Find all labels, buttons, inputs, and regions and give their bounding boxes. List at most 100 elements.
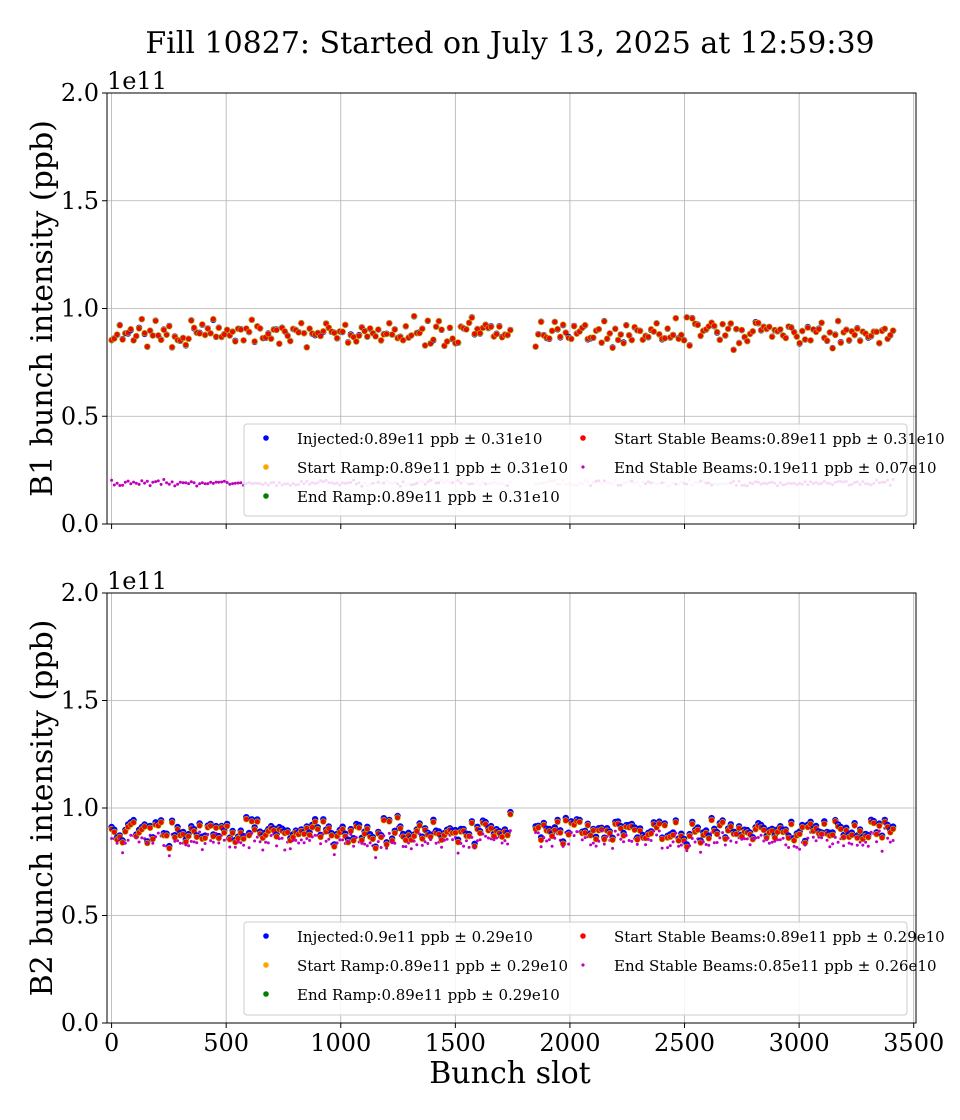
legend-marker-start-stable	[580, 933, 586, 939]
point-end-stable	[770, 840, 774, 844]
point-start-stable	[866, 835, 871, 840]
point-end-stable	[390, 841, 394, 845]
point-end-stable	[619, 837, 623, 841]
point-start-stable	[615, 337, 621, 343]
point-end-stable	[200, 481, 204, 485]
point-start-stable	[183, 839, 189, 845]
point-end-stable	[231, 482, 235, 486]
point-end-stable	[644, 843, 648, 847]
point-start-stable	[334, 335, 340, 341]
point-start-stable	[736, 825, 742, 831]
point-end-stable	[712, 841, 716, 845]
point-start-stable	[197, 331, 202, 336]
point-end-stable	[310, 835, 314, 839]
point-start-stable	[477, 830, 483, 836]
point-end-stable	[655, 833, 659, 837]
point-start-stable	[593, 836, 599, 842]
point-start-stable	[307, 832, 312, 838]
point-end-stable	[828, 845, 832, 849]
point-start-stable	[475, 326, 480, 332]
point-start-stable	[621, 833, 626, 838]
point-end-stable	[222, 838, 226, 842]
point-start-stable	[791, 838, 797, 843]
point-start-stable	[400, 337, 406, 343]
point-end-stable	[787, 846, 791, 849]
point-start-stable	[464, 327, 469, 332]
point-start-stable	[145, 344, 150, 349]
point-start-stable	[213, 825, 219, 831]
point-start-stable	[789, 821, 794, 827]
point-start-stable	[189, 318, 194, 323]
point-start-stable	[739, 834, 745, 839]
x-tick-label: 1500	[425, 1029, 486, 1057]
point-start-stable	[244, 816, 249, 822]
point-end-stable	[382, 834, 386, 838]
point-start-stable	[604, 336, 610, 342]
point-start-stable	[673, 820, 679, 825]
point-end-stable	[704, 843, 708, 846]
point-end-stable	[217, 841, 221, 845]
point-start-stable	[637, 328, 643, 334]
point-start-stable	[577, 819, 582, 825]
point-start-stable	[439, 327, 444, 332]
point-start-stable	[555, 819, 560, 825]
point-end-stable	[734, 840, 738, 844]
point-start-stable	[222, 830, 227, 835]
point-start-stable	[673, 315, 679, 321]
legend-marker-injected	[263, 435, 269, 441]
point-end-stable	[679, 843, 683, 847]
data-points	[108, 808, 897, 860]
point-start-stable	[362, 328, 367, 334]
point-start-stable	[249, 317, 255, 323]
point-start-stable	[610, 345, 615, 351]
legend-marker-injected	[263, 933, 269, 939]
point-start-stable	[618, 332, 624, 337]
point-end-stable	[134, 481, 138, 485]
point-start-stable	[216, 835, 222, 841]
point-end-stable	[740, 837, 744, 841]
point-start-stable	[180, 335, 186, 341]
point-end-stable	[784, 843, 788, 847]
point-start-stable	[808, 821, 813, 827]
point-end-stable	[745, 837, 749, 841]
point-end-stable	[484, 834, 488, 838]
point-end-stable	[668, 844, 672, 848]
point-end-stable	[445, 837, 449, 841]
point-end-stable	[861, 843, 865, 847]
point-end-stable	[847, 841, 851, 845]
point-start-stable	[384, 331, 389, 337]
legend-box	[243, 423, 908, 517]
point-end-stable	[360, 841, 364, 845]
point-end-stable	[129, 482, 133, 486]
point-start-stable	[147, 825, 153, 831]
point-end-stable	[302, 841, 306, 845]
point-start-stable	[378, 834, 384, 840]
point-end-stable	[176, 839, 180, 843]
point-end-stable	[189, 480, 193, 484]
point-start-stable	[731, 347, 736, 353]
point-start-stable	[409, 333, 414, 338]
point-start-stable	[436, 318, 442, 324]
point-start-stable	[494, 331, 499, 337]
legend-label: Start Ramp:0.89e11 ppb ± 0.31e10	[297, 459, 568, 477]
point-end-stable	[129, 833, 133, 837]
point-end-stable	[283, 848, 287, 852]
y-tick-label: 2.0	[61, 579, 99, 607]
point-start-stable	[687, 833, 692, 839]
point-end-stable	[338, 838, 342, 842]
point-start-stable	[767, 324, 772, 330]
point-start-stable	[167, 846, 172, 851]
point-end-stable	[126, 838, 130, 842]
point-start-stable	[769, 334, 775, 340]
point-end-stable	[173, 484, 177, 488]
point-start-stable	[321, 328, 326, 334]
point-start-stable	[769, 828, 775, 834]
point-start-stable	[216, 325, 222, 331]
point-start-stable	[290, 834, 296, 840]
point-end-stable	[792, 844, 796, 848]
point-end-stable	[415, 843, 419, 847]
point-start-stable	[552, 319, 558, 325]
point-end-stable	[134, 836, 138, 840]
legend-marker-start-ramp	[263, 464, 269, 470]
point-end-stable	[393, 841, 397, 845]
